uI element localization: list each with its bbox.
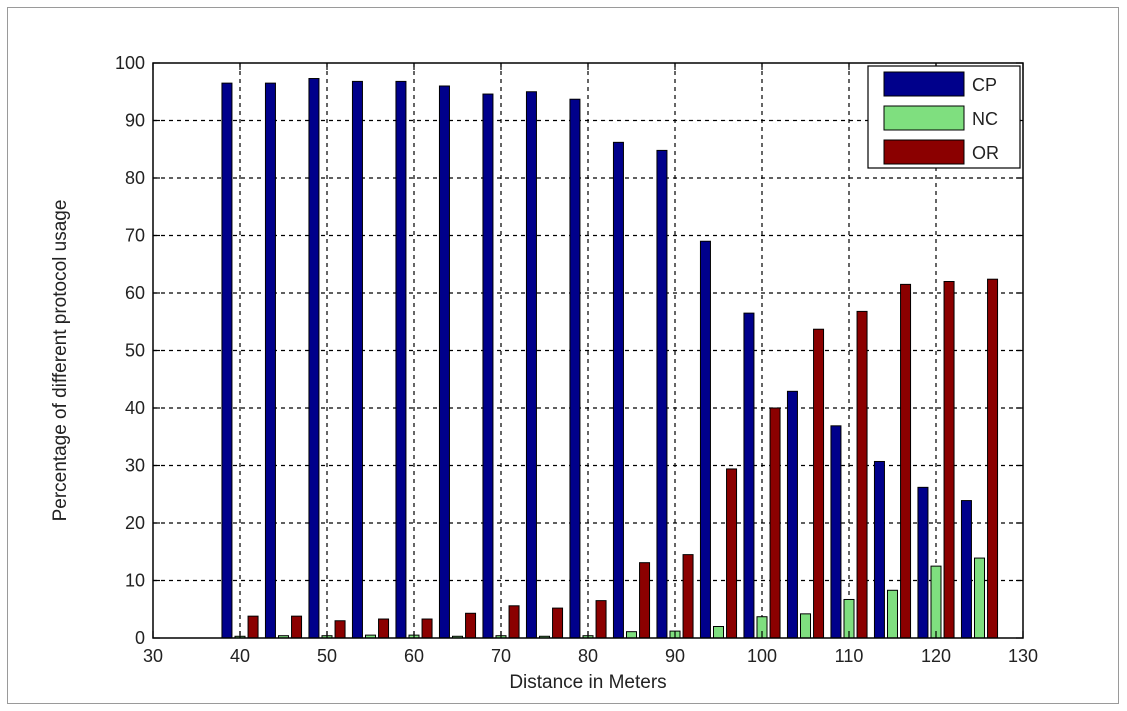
bar-or (291, 615, 303, 639)
bar-cp (438, 85, 450, 639)
bar-or (334, 620, 346, 639)
x-tick-label: 90 (665, 646, 685, 666)
bar-or (726, 468, 738, 639)
x-tick-label: 60 (404, 646, 424, 666)
legend-label-or: OR (972, 143, 999, 163)
y-tick-label: 70 (125, 226, 145, 246)
x-axis-label: Distance in Meters (509, 672, 666, 693)
bar-cp (743, 312, 755, 639)
bar-nc (799, 613, 812, 639)
bar-or (943, 281, 955, 639)
bar-or (900, 283, 912, 639)
legend-swatch-or (883, 139, 965, 165)
x-tick-label: 100 (747, 646, 777, 666)
bar-nc (625, 631, 638, 639)
bar-or (508, 605, 520, 639)
y-tick-label: 20 (125, 513, 145, 533)
bar-nc (930, 565, 942, 639)
bar-cp (786, 390, 798, 639)
bar-cp (351, 80, 363, 639)
bar-cp (482, 93, 494, 639)
x-tick-label: 40 (230, 646, 250, 666)
x-tick-label: 120 (921, 646, 951, 666)
figure-frame: 30 40 50 60 70 80 90 100 110 120 130 0 10 20 30 40 50 60… (7, 7, 1119, 704)
legend: CP NC OR (867, 65, 1021, 169)
grid-lines (153, 63, 1023, 638)
x-tick-label: 130 (1008, 646, 1038, 666)
bar-cp (830, 425, 842, 639)
x-tick-label: 70 (491, 646, 511, 666)
bar-or (552, 607, 564, 639)
bar-nc (886, 589, 899, 639)
y-axis-label: Percentage of different protocol usage (50, 200, 71, 522)
bar-cp (873, 460, 885, 639)
bar-cp (221, 82, 233, 639)
bar-cp (917, 486, 929, 639)
x-axis-ticks: 30 40 50 60 70 80 90 100 110 120 130 (143, 63, 1038, 666)
bar-chart: 30 40 50 60 70 80 90 100 110 120 130 0 10 20 30 40 50 60… (50, 53, 1038, 693)
bar-cp (264, 82, 276, 639)
bar-or (856, 310, 868, 639)
bar-or (639, 562, 651, 639)
bar-cp (395, 80, 407, 639)
bar-or (682, 554, 694, 639)
x-tick-label: 110 (835, 646, 864, 666)
bar-or (247, 615, 259, 639)
y-tick-label: 0 (135, 628, 145, 648)
legend-swatch-nc (883, 105, 965, 131)
y-tick-label: 40 (125, 398, 145, 418)
bar-nc (973, 557, 986, 639)
bar-or (987, 278, 999, 639)
legend-label-nc: NC (972, 109, 998, 129)
bar-cp (612, 141, 624, 639)
bar-nc (712, 626, 725, 639)
y-tick-label: 10 (125, 571, 145, 591)
legend-label-cp: CP (972, 75, 997, 95)
bar-cp (656, 149, 668, 639)
y-tick-label: 80 (125, 168, 145, 188)
legend-swatch-cp (883, 71, 965, 97)
y-tick-label: 60 (125, 283, 145, 303)
bar-or (465, 612, 477, 639)
y-axis-ticks: 0 10 20 30 40 50 60 70 80 90 100 (115, 53, 1023, 648)
bar-or (769, 407, 781, 639)
bar-cp (960, 500, 972, 639)
x-tick-label: 80 (578, 646, 598, 666)
x-tick-label: 30 (143, 646, 163, 666)
bar-cp (525, 91, 537, 639)
bar-or (421, 618, 433, 639)
x-tick-label: 50 (317, 646, 337, 666)
y-tick-label: 100 (115, 53, 145, 73)
bar-cp (699, 240, 711, 639)
bar-or (378, 618, 390, 639)
bar-cp (308, 78, 320, 639)
bar-or (595, 600, 607, 639)
bar-or (813, 328, 825, 639)
y-tick-label: 30 (125, 456, 145, 476)
y-tick-label: 90 (125, 111, 145, 131)
bar-cp (569, 98, 581, 639)
y-tick-label: 50 (125, 341, 145, 361)
